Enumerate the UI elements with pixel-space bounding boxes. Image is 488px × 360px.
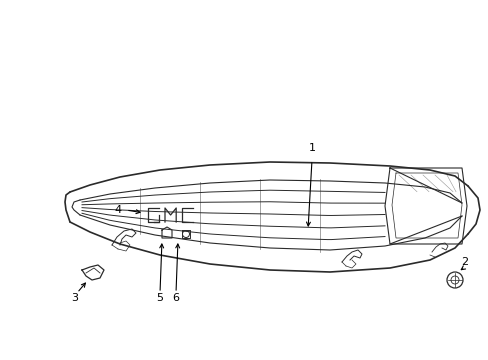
Text: 5: 5 [156,293,163,303]
Text: 6: 6 [172,293,179,303]
Text: 3: 3 [71,293,79,303]
Text: 2: 2 [461,257,468,267]
Text: 1: 1 [308,143,315,153]
Text: 4: 4 [114,205,122,215]
